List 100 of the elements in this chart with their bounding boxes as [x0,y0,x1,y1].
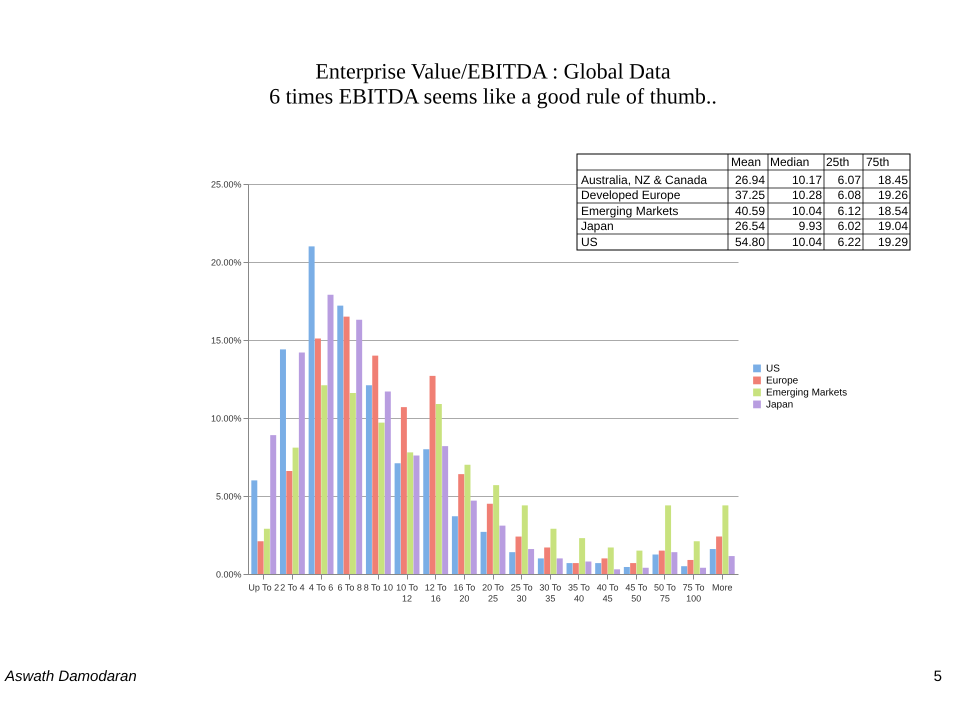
text: 19.04 [878,219,908,233]
annotation: 54.80 [734,235,766,249]
bar [499,526,506,574]
bar [292,448,299,574]
bar [579,538,586,574]
bar [636,550,642,574]
bar [516,536,522,574]
text: 10.04 [792,235,822,249]
bar [486,504,493,574]
bar [728,556,735,574]
bar [384,391,391,574]
bar [585,562,592,574]
annotation: Emerging Markets [581,204,678,218]
text: 6.02 [838,219,862,233]
y-tick-label: 20.00% [210,258,242,268]
bar [493,485,500,574]
bar [710,549,716,574]
bar [321,385,328,574]
bar [337,306,344,574]
bar [716,536,722,574]
text: Aswath Damodaran [4,668,137,685]
bar [665,505,672,574]
bar [700,568,706,574]
bar [544,547,550,574]
x-tick-label: 30 To 35 [539,582,562,604]
text: 75th [866,155,890,169]
bar [550,528,556,574]
annotation: 37.25 [734,188,766,202]
bar [480,532,487,574]
bar [538,558,544,574]
bar [366,385,372,574]
bar [642,568,649,574]
bar [630,563,636,574]
bar [394,463,401,574]
x-tick-label: 16 To 20 [453,582,476,604]
bar [601,558,608,574]
x-tick-label: 75 To 100 [682,582,705,604]
bar [572,563,579,574]
x-tick-label: 25 To 30 [510,582,533,604]
bar [378,422,385,574]
bar [652,554,658,574]
text: 19.26 [878,188,908,202]
x-tick-label: 20 To 25 [482,582,504,604]
text: 18.54 [878,204,908,218]
legend-label: Emerging Markets [766,387,848,398]
bar [413,455,420,574]
bar [258,541,264,574]
bar [556,558,563,574]
bar [436,404,442,574]
annotation: Japan [581,219,614,233]
bar [614,569,620,574]
x-tick-label: 2 To 4 [280,582,305,592]
bar [509,552,516,574]
bar [251,480,258,574]
bar [671,552,678,574]
bar [694,541,700,574]
text: 19.29 [878,235,908,249]
bar [528,549,534,574]
annotation: 40.59 [734,204,766,218]
x-tick-label: 10 To 12 [396,582,418,604]
bar [407,452,414,574]
bar [286,471,292,574]
x-tick-label: 6 To 8 [338,582,362,592]
bar [356,320,362,574]
bar [372,356,378,574]
y-tick-label: 5.00% [216,492,242,502]
x-tick-label: 40 To 45 [596,582,619,604]
annotation: Australia, NZ & Canada [581,173,708,187]
bar [687,560,694,574]
y-tick-label: 0.00% [216,570,242,580]
chart-title: Enterprise Value/EBITDA : Global Data [315,58,671,84]
x-tick-label: 35 To 40 [568,582,590,604]
bar [624,566,630,574]
chart-subtitle: 6 times EBITDA seems like a good rule of thumb.. [269,84,717,108]
bar [658,550,665,574]
bar [350,393,356,574]
text: 5 [934,668,942,685]
bar [430,376,436,574]
x-tick-label: 45 To 50 [625,582,648,604]
y-tick-label: 15.00% [210,336,242,346]
text: 6.22 [838,235,862,249]
bar [328,294,334,574]
bar [400,407,407,574]
annotation: 26.54 [734,219,766,233]
bar [442,446,448,574]
bar [423,449,430,574]
bar [566,563,573,574]
annotation: Developed Europe [581,188,681,202]
text: 10.04 [792,204,822,218]
y-tick-label: 25.00% [210,180,242,190]
bar [522,505,528,574]
x-tick-label: 8 To 10 [364,582,394,592]
bar [681,566,688,574]
x-tick-label: More [712,582,732,592]
text: 6.07 [838,173,862,187]
text: Median [770,155,810,169]
x-tick-label: 50 To 75 [654,582,676,604]
bar [464,464,470,574]
legend-label: Europe [766,375,799,386]
legend-label: US [766,363,780,374]
